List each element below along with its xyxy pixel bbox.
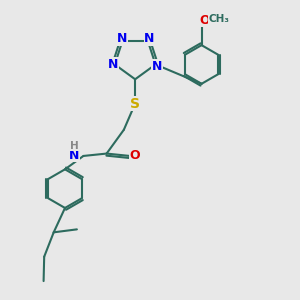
Text: H: H — [70, 141, 79, 151]
Text: N: N — [144, 32, 155, 45]
Text: N: N — [69, 149, 80, 162]
Text: N: N — [117, 32, 128, 45]
Text: N: N — [152, 60, 163, 73]
Text: O: O — [130, 149, 140, 162]
Text: S: S — [130, 97, 140, 111]
Text: N: N — [108, 58, 118, 71]
Text: O: O — [200, 14, 210, 27]
Text: CH₃: CH₃ — [209, 14, 230, 24]
